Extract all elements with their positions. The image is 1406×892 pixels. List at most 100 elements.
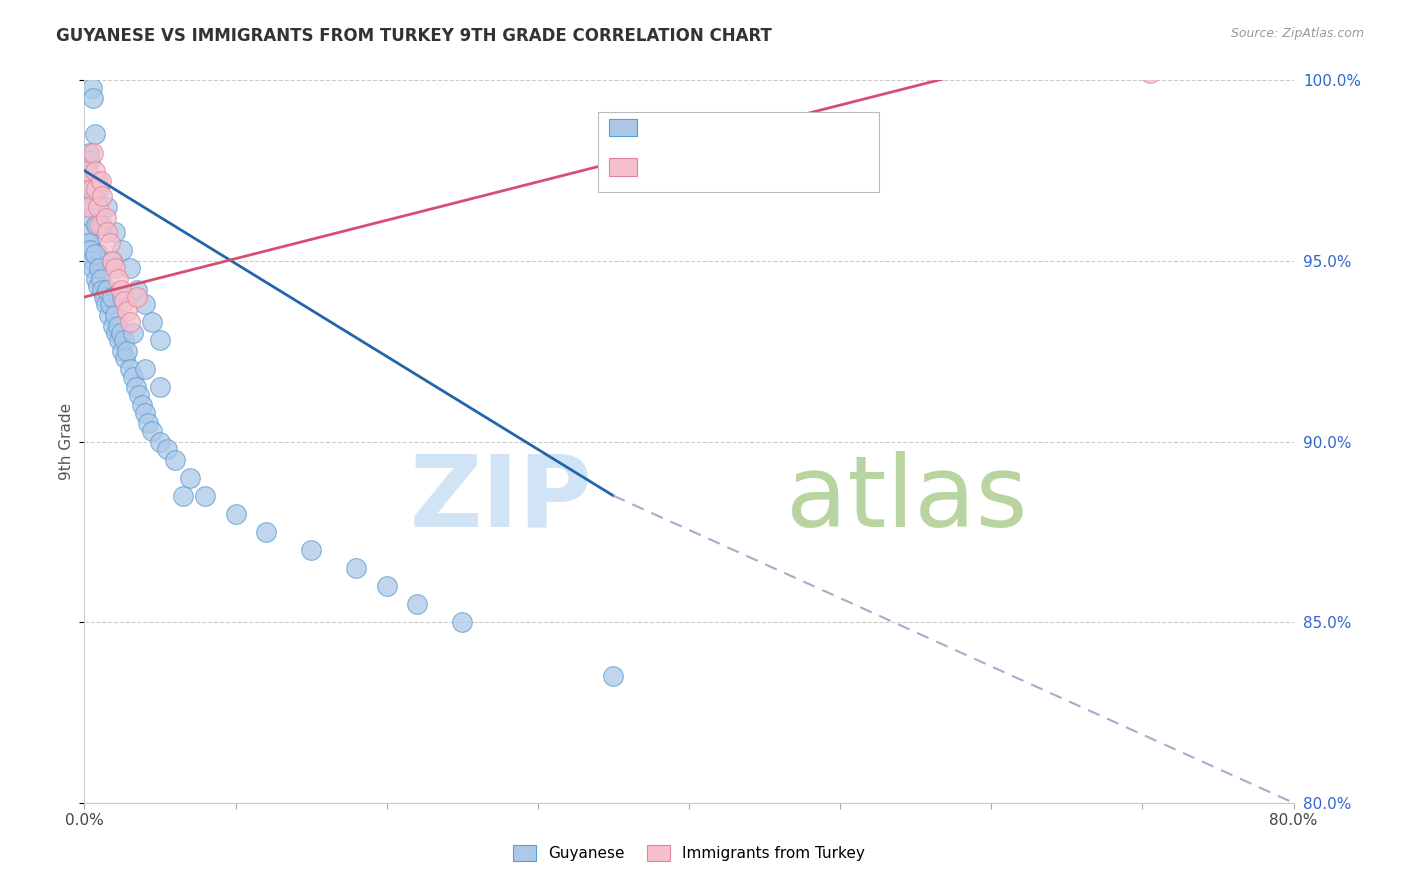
Point <box>111 344 134 359</box>
Point <box>375 579 398 593</box>
Point <box>111 290 134 304</box>
Point <box>90 272 112 286</box>
Point <box>89 181 111 195</box>
Point <box>82 261 104 276</box>
Point <box>98 297 121 311</box>
Point <box>141 424 163 438</box>
Point <box>80 181 103 195</box>
Point <box>77 235 100 250</box>
Point <box>1139 66 1161 80</box>
Point <box>110 283 132 297</box>
Point <box>79 153 101 167</box>
Point <box>136 417 159 431</box>
Point <box>87 174 110 188</box>
Text: R =  0.397   N =: R = 0.397 N = <box>644 160 768 174</box>
Point <box>86 181 108 195</box>
Point <box>87 279 110 293</box>
Text: ZIP: ZIP <box>409 450 592 548</box>
Point <box>91 189 114 203</box>
Point <box>451 615 474 630</box>
Point <box>134 297 156 311</box>
Point <box>104 308 127 322</box>
Point <box>79 243 101 257</box>
Point <box>110 326 132 341</box>
Point <box>127 290 149 304</box>
Point <box>84 163 107 178</box>
Point <box>76 200 98 214</box>
Point <box>77 145 100 160</box>
Point <box>172 489 194 503</box>
Point <box>141 315 163 329</box>
Point <box>90 174 112 188</box>
Point <box>84 128 107 142</box>
Point <box>79 225 101 239</box>
Point <box>86 218 108 232</box>
Point <box>86 272 108 286</box>
Point <box>80 211 103 225</box>
Point <box>100 254 122 268</box>
Point <box>115 344 138 359</box>
Point <box>104 225 127 239</box>
Point <box>112 293 135 308</box>
Text: 22: 22 <box>806 160 825 174</box>
Point <box>97 308 120 322</box>
Point <box>89 254 111 268</box>
Point <box>346 561 368 575</box>
Point <box>105 326 128 341</box>
Point <box>131 399 153 413</box>
Point <box>107 272 129 286</box>
Point <box>134 406 156 420</box>
Point <box>118 362 141 376</box>
Point <box>149 334 172 348</box>
Legend: Guyanese, Immigrants from Turkey: Guyanese, Immigrants from Turkey <box>506 839 872 867</box>
Text: Source: ZipAtlas.com: Source: ZipAtlas.com <box>1230 27 1364 40</box>
Point <box>93 290 115 304</box>
Point <box>107 318 129 333</box>
Point <box>121 369 143 384</box>
Point <box>77 235 100 250</box>
Point <box>111 243 134 257</box>
Point <box>91 218 114 232</box>
Point <box>194 489 217 503</box>
Point <box>104 261 127 276</box>
Point <box>91 283 114 297</box>
Point <box>125 380 148 394</box>
Point <box>94 297 117 311</box>
Point <box>100 254 122 268</box>
Text: atlas: atlas <box>786 450 1028 548</box>
Point <box>87 200 110 214</box>
Point <box>112 334 135 348</box>
Point <box>165 452 187 467</box>
Point <box>134 362 156 376</box>
Point <box>82 145 104 160</box>
Point <box>80 254 103 268</box>
Point <box>82 189 104 203</box>
Point <box>254 524 277 539</box>
Point <box>118 315 141 329</box>
Point <box>89 261 111 276</box>
Point <box>114 351 136 366</box>
Point <box>156 442 179 456</box>
Point <box>84 246 107 260</box>
Point <box>82 91 104 105</box>
Point <box>602 669 624 683</box>
Point <box>96 200 118 214</box>
Point <box>149 434 172 449</box>
Point <box>77 200 100 214</box>
Point <box>96 225 118 239</box>
Point <box>225 507 247 521</box>
Point <box>98 235 121 250</box>
Point <box>94 211 117 225</box>
Y-axis label: 9th Grade: 9th Grade <box>59 403 73 480</box>
Point <box>118 261 141 276</box>
Point <box>406 597 429 611</box>
Point <box>84 181 107 195</box>
Point <box>101 318 124 333</box>
Point <box>127 283 149 297</box>
Point <box>115 304 138 318</box>
Point <box>100 290 122 304</box>
Point <box>76 163 98 178</box>
Point <box>96 283 118 297</box>
Point <box>86 218 108 232</box>
Point <box>128 387 150 401</box>
